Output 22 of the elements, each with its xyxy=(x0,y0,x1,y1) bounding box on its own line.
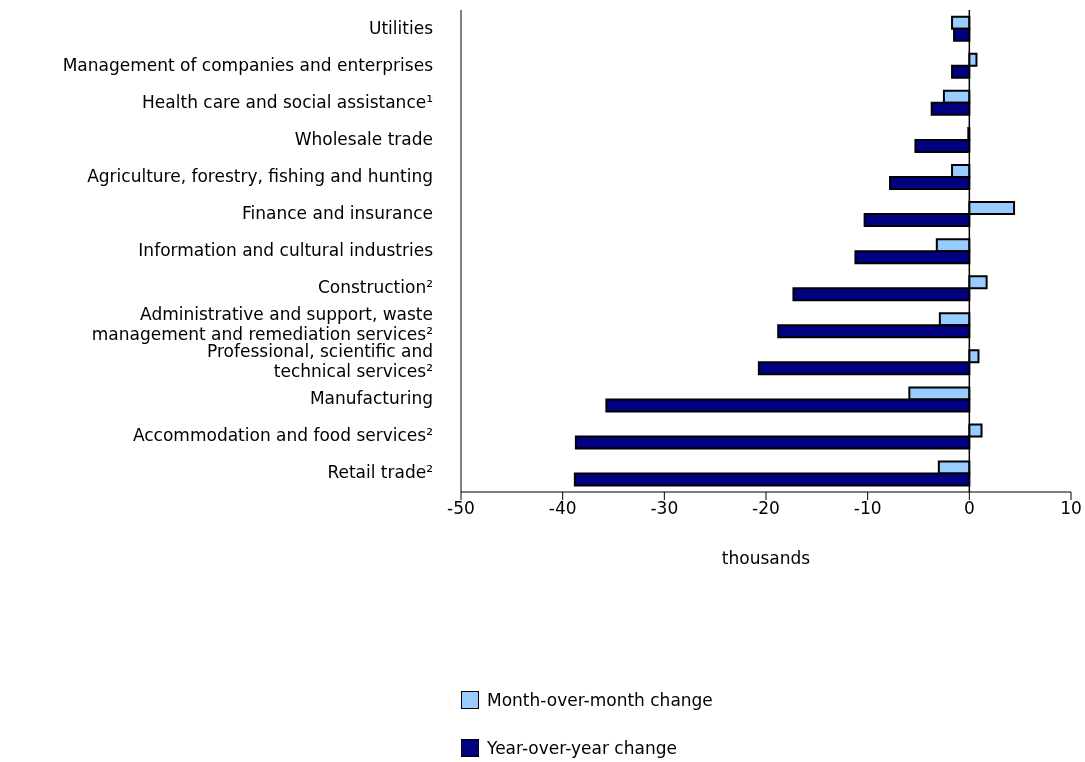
y-tick-label: Utilities xyxy=(369,17,434,38)
y-tick-label: Construction² xyxy=(317,277,433,298)
y-tick-label: Professional, scientific and technical services² xyxy=(207,341,433,382)
x-axis-title: thousands xyxy=(721,548,811,568)
y-tick-label: Information and cultural industries xyxy=(138,240,434,260)
y-tick-label: Wholesale trade xyxy=(294,128,433,149)
y-tick-label: Finance and insurance xyxy=(242,202,433,223)
x-tick-label: -20 xyxy=(752,498,780,519)
y-tick-label: Accommodation and food services² xyxy=(132,425,433,446)
x-tick-label: -40 xyxy=(548,498,577,519)
legend-label: Month-over-month change xyxy=(487,690,713,710)
x-tick-label: -50 xyxy=(447,498,475,519)
x-tick-label: 0 xyxy=(963,498,975,519)
x-tick-label: 10 xyxy=(1060,498,1082,519)
x-tick-label: -10 xyxy=(853,498,882,519)
y-tick-label: Health care and social assistance¹ xyxy=(142,91,433,112)
legend-label: Year-over-year change xyxy=(487,738,677,758)
x-tick-label: -30 xyxy=(650,498,679,519)
y-tick-label: Retail trade² xyxy=(327,462,433,483)
y-tick-label: Agriculture, forestry, fishing and hunting xyxy=(87,165,433,186)
y-tick-label: Management of companies and enterprises xyxy=(62,54,434,75)
y-tick-label: Manufacturing xyxy=(309,388,433,409)
